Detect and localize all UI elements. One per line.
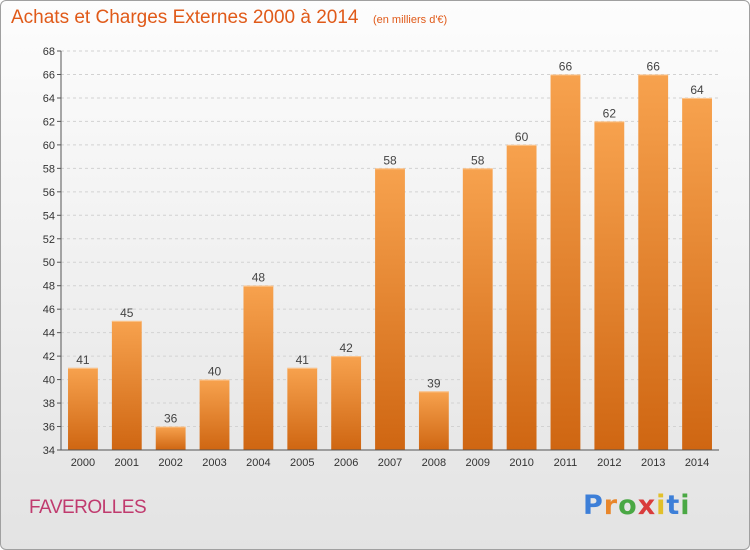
bar bbox=[68, 367, 98, 450]
x-tick-label: 2007 bbox=[378, 457, 402, 469]
bar bbox=[682, 97, 712, 451]
title-row: Achats et Charges Externes 2000 à 2014 (… bbox=[11, 7, 447, 29]
bar-value-label: 60 bbox=[515, 130, 529, 144]
chart-title: Achats et Charges Externes 2000 à 2014 bbox=[11, 7, 359, 28]
y-tick-label: 52 bbox=[43, 234, 55, 246]
bar-value-label: 41 bbox=[296, 353, 310, 367]
bar bbox=[594, 121, 625, 450]
axes: 34 36 38 40 42 44 46 48 50 52 54 56 58 60 62 64 66 68 2000… bbox=[43, 46, 719, 469]
x-tick-label: 2006 bbox=[334, 457, 358, 469]
bar bbox=[199, 379, 230, 450]
bar-value-label: 41 bbox=[76, 353, 90, 367]
bar-value-label: 45 bbox=[120, 306, 134, 320]
bar-value-label: 40 bbox=[208, 365, 222, 379]
y-tick-label: 36 bbox=[43, 422, 55, 434]
y-tick-label: 62 bbox=[43, 116, 55, 128]
bar-value-label: 48 bbox=[252, 271, 266, 285]
bar bbox=[375, 168, 405, 450]
bar bbox=[111, 320, 142, 450]
y-tick-label: 46 bbox=[43, 304, 55, 316]
bar-value-label: 66 bbox=[559, 59, 573, 73]
bar bbox=[155, 426, 186, 450]
y-tick-label: 42 bbox=[43, 351, 55, 363]
chart-subtitle: (en milliers d'€) bbox=[372, 14, 448, 26]
bar-value-label: 62 bbox=[603, 106, 617, 120]
bar-value-label: 64 bbox=[690, 83, 704, 97]
bar bbox=[638, 74, 669, 451]
proxiti-logo: Proxiti bbox=[583, 490, 691, 521]
y-tick-label: 64 bbox=[43, 93, 55, 105]
y-tick-label: 66 bbox=[43, 69, 55, 81]
x-tick-label: 2000 bbox=[71, 457, 95, 469]
y-tick-label: 58 bbox=[43, 163, 55, 175]
bars bbox=[68, 74, 712, 451]
x-tick-label: 2011 bbox=[554, 457, 578, 469]
x-tick-label: 2012 bbox=[597, 457, 621, 469]
bar bbox=[331, 356, 362, 450]
x-tick-label: 2002 bbox=[158, 457, 182, 469]
x-tick-label: 2004 bbox=[246, 457, 270, 469]
bar bbox=[243, 285, 274, 450]
y-tick-label: 40 bbox=[43, 375, 55, 387]
y-tick-label: 60 bbox=[43, 140, 55, 152]
bar bbox=[550, 74, 581, 451]
x-tick-label: 2003 bbox=[202, 457, 226, 469]
bar-value-label: 58 bbox=[383, 153, 397, 167]
x-tick-label: 2014 bbox=[685, 457, 709, 469]
y-tick-label: 34 bbox=[43, 445, 55, 457]
bar bbox=[287, 367, 318, 450]
bar-value-label: 42 bbox=[339, 341, 353, 355]
bar bbox=[462, 168, 493, 450]
commune-name: FAVEROLLES bbox=[29, 497, 147, 518]
x-tick-label: 2010 bbox=[509, 457, 533, 469]
bar bbox=[418, 391, 449, 450]
y-tick-label: 44 bbox=[43, 328, 55, 340]
x-tick-label: 2013 bbox=[641, 457, 665, 469]
y-tick-label: 38 bbox=[43, 398, 55, 410]
bar-value-label: 39 bbox=[427, 376, 441, 390]
x-tick-label: 2009 bbox=[465, 457, 489, 469]
bar bbox=[506, 144, 537, 450]
y-tick-label: 56 bbox=[43, 187, 55, 199]
bar-value-label: 36 bbox=[164, 412, 178, 426]
y-tick-label: 54 bbox=[43, 210, 55, 222]
y-tick-label: 68 bbox=[43, 46, 55, 58]
value-labels: 41 45 36 40 48 41 42 58 39 58 60 66 62 66 64 bbox=[76, 59, 704, 425]
x-tick-label: 2001 bbox=[115, 457, 139, 469]
bar-value-label: 66 bbox=[647, 59, 661, 73]
y-tick-label: 50 bbox=[43, 257, 55, 269]
x-tick-label: 2008 bbox=[422, 457, 446, 469]
y-tick-label: 48 bbox=[43, 281, 55, 293]
bar-value-label: 58 bbox=[471, 153, 485, 167]
x-tick-label: 2005 bbox=[290, 457, 314, 469]
